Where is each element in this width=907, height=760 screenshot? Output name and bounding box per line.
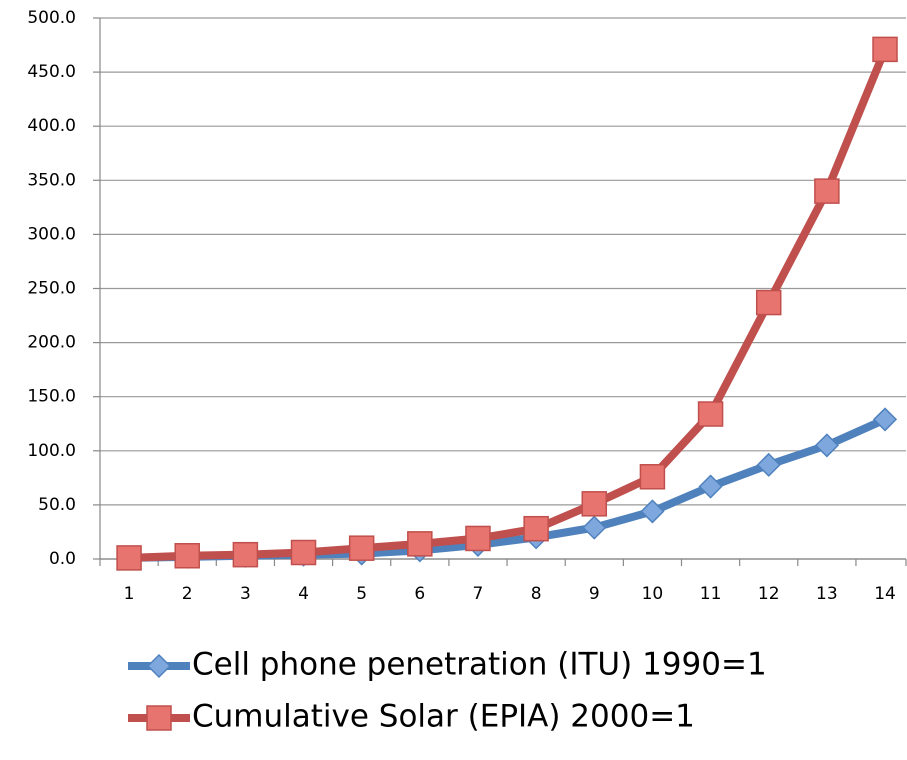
marker <box>582 515 607 540</box>
x-tick-label: 8 <box>531 584 542 604</box>
y-tick-label: 250.0 <box>27 279 76 299</box>
y-tick-label: 500.0 <box>27 8 76 28</box>
marker <box>146 705 172 731</box>
marker <box>523 515 549 542</box>
x-tick-label: 10 <box>642 584 664 604</box>
x-tick-label: 11 <box>700 584 722 604</box>
x-tick-label: 5 <box>356 584 367 604</box>
marker <box>755 289 782 316</box>
marker <box>290 539 317 566</box>
x-tick-label: 4 <box>298 584 309 604</box>
marker <box>639 464 666 490</box>
marker <box>756 452 781 477</box>
x-tick-label: 9 <box>589 584 600 604</box>
y-tick-label: 200.0 <box>27 333 76 353</box>
marker <box>814 178 840 204</box>
marker <box>116 545 142 571</box>
legend-label: Cumulative Solar (EPIA) 2000=1 <box>192 699 695 735</box>
marker <box>232 541 259 568</box>
marker <box>174 543 200 569</box>
marker <box>465 525 491 552</box>
marker <box>640 499 665 524</box>
marker <box>872 407 898 432</box>
marker <box>814 433 839 458</box>
x-tick-label: 6 <box>414 584 425 604</box>
marker <box>348 535 375 561</box>
y-tick-label: 100.0 <box>27 441 76 461</box>
legend-label: Cell phone penetration (ITU) 1990=1 <box>192 647 767 683</box>
x-tick-label: 2 <box>182 584 193 604</box>
marker <box>146 653 172 679</box>
y-tick-label: 300.0 <box>27 224 76 244</box>
y-tick-label: 350.0 <box>27 170 76 190</box>
marker <box>872 36 898 63</box>
y-tick-label: 450.0 <box>27 62 76 82</box>
x-tick-label: 7 <box>473 584 484 604</box>
marker <box>698 474 723 499</box>
y-tick-label: 400.0 <box>27 116 76 136</box>
marker <box>697 401 724 427</box>
y-tick-label: 50.0 <box>38 495 76 515</box>
y-tick-label: 150.0 <box>27 387 76 407</box>
x-tick-label: 3 <box>240 584 251 604</box>
y-tick-label: 0.0 <box>49 549 76 569</box>
x-tick-label: 1 <box>124 584 135 604</box>
x-tick-label: 12 <box>758 584 780 604</box>
x-tick-label: 14 <box>874 584 896 604</box>
marker <box>407 531 433 557</box>
x-tick-label: 13 <box>816 584 838 604</box>
marker <box>581 491 608 517</box>
